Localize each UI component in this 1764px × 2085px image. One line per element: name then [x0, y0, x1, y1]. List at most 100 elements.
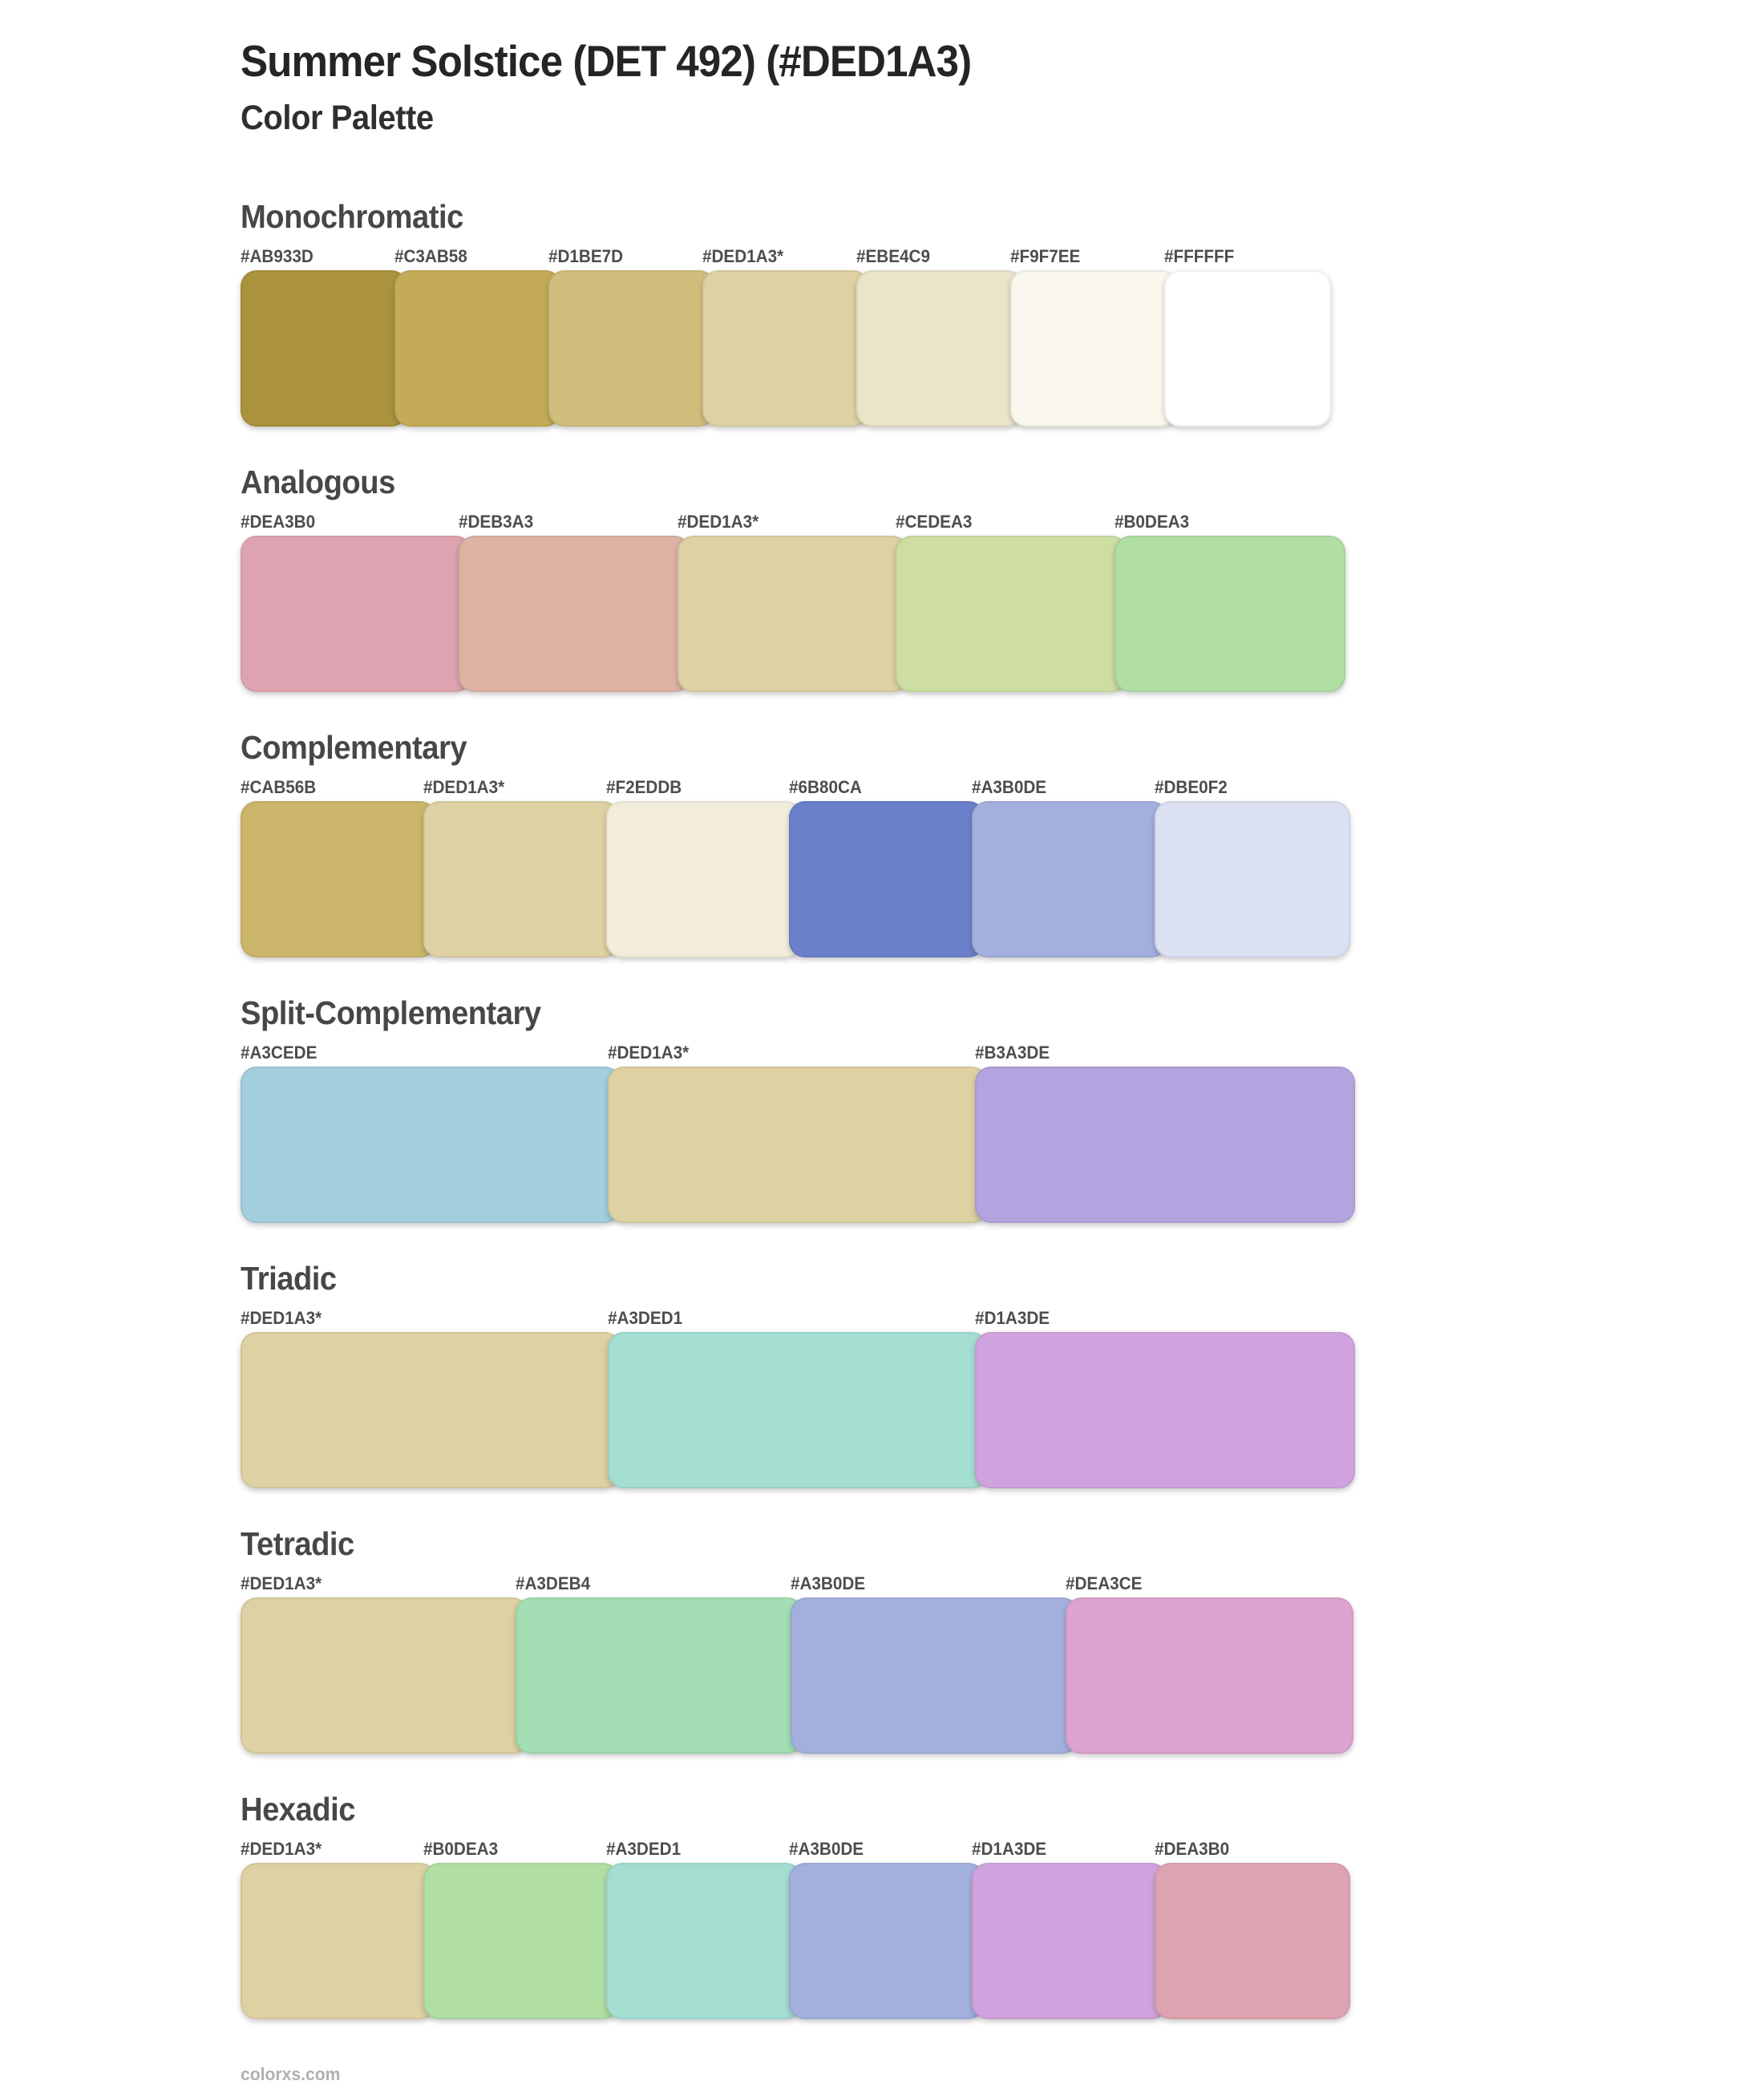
color-swatch-ded1a3[interactable]	[608, 1067, 988, 1223]
color-hex-label: #D1A3DE	[972, 1839, 1047, 1859]
color-swatch-a3b0de[interactable]	[791, 1597, 1078, 1754]
section-monochromatic: Monochromatic #AB933D #C3AB58 #D1BE7D #DED1…	[241, 198, 1491, 427]
hex-label-row: #DED1A3* #B0DEA3 #A3DED1 #A3B0DE #D1A3DE #DEA…	[241, 1840, 1350, 1859]
color-hex-label: #DED1A3*	[241, 1308, 322, 1328]
section-heading: Split-Complementary	[241, 994, 541, 1031]
color-hex-label: #A3CEDE	[241, 1042, 318, 1063]
color-swatch-a3deb4[interactable]	[516, 1597, 803, 1754]
color-swatch-ded1a3[interactable]	[677, 536, 909, 692]
color-hex-label: #AB933D	[241, 246, 314, 266]
color-swatch-ab933d[interactable]	[241, 270, 407, 427]
color-hex-label: #DBE0F2	[1155, 777, 1228, 797]
color-swatch-f2eddb[interactable]	[606, 801, 802, 957]
color-swatch-f9f7ee[interactable]	[1010, 270, 1177, 427]
swatch-row	[241, 536, 1346, 692]
footer-site-link[interactable]: colorxs.com	[241, 2064, 341, 2084]
color-hex-label: #A3DED1	[606, 1839, 682, 1859]
color-hex-label: #A3B0DE	[972, 777, 1047, 797]
section-heading: Triadic	[241, 1260, 337, 1297]
color-hex-label: #A3DED1	[608, 1308, 683, 1328]
color-swatch-ded1a3[interactable]	[241, 1597, 528, 1754]
color-hex-label: #DEA3CE	[1066, 1573, 1143, 1593]
color-hex-label: #F2EDDB	[606, 777, 682, 797]
section-complementary: Complementary #CAB56B #DED1A3* #F2EDDB #6B8…	[241, 729, 1491, 957]
color-swatch-dea3ce[interactable]	[1066, 1597, 1353, 1754]
swatch-row	[241, 1067, 1355, 1223]
color-swatch-ded1a3[interactable]	[423, 801, 619, 957]
color-hex-label: #B0DEA3	[423, 1839, 499, 1859]
color-swatch-ded1a3[interactable]	[241, 1332, 621, 1488]
color-swatch-deb3a3[interactable]	[459, 536, 690, 692]
color-swatch-b0dea3[interactable]	[423, 1863, 619, 2019]
color-hex-label: #A3DEB4	[516, 1573, 591, 1593]
page-subtitle: Color Palette	[241, 99, 434, 137]
section-heading: Analogous	[241, 464, 395, 500]
hex-label-row: #CAB56B #DED1A3* #F2EDDB #6B80CA #A3B0DE #DBE…	[241, 778, 1350, 797]
section-triadic: Triadic #DED1A3* #A3DED1 #D1A3DE	[241, 1260, 1491, 1488]
section-heading: Complementary	[241, 729, 467, 766]
color-hex-label: #FFFFFF	[1164, 246, 1235, 266]
color-hex-label: #F9F7EE	[1010, 246, 1081, 266]
color-swatch-6b80ca[interactable]	[789, 801, 985, 957]
color-swatch-ded1a3[interactable]	[241, 1863, 436, 2019]
color-swatch-dea3b0[interactable]	[1155, 1863, 1350, 2019]
color-hex-label: #CEDEA3	[896, 512, 973, 532]
color-hex-label: #DED1A3*	[608, 1042, 690, 1063]
color-swatch-b3a3de[interactable]	[975, 1067, 1355, 1223]
color-hex-label: #DED1A3*	[241, 1839, 322, 1859]
color-hex-label: #DEB3A3	[459, 512, 534, 532]
color-hex-label: #D1BE7D	[548, 246, 624, 266]
swatch-row	[241, 1332, 1355, 1488]
color-swatch-cab56b[interactable]	[241, 801, 436, 957]
color-hex-label: #C3AB58	[394, 246, 467, 266]
content-column: Summer Solstice (DET 492) (#DED1A3) Colo…	[241, 36, 1491, 2085]
color-hex-label: #DED1A3*	[423, 777, 505, 797]
section-heading: Hexadic	[241, 1791, 356, 1828]
color-swatch-a3cede[interactable]	[241, 1067, 621, 1223]
color-swatch-a3b0de[interactable]	[789, 1863, 985, 2019]
hex-label-row: #DED1A3* #A3DED1 #D1A3DE	[241, 1309, 1355, 1328]
color-swatch-a3ded1[interactable]	[606, 1863, 802, 2019]
color-swatch-dbe0f2[interactable]	[1155, 801, 1350, 957]
color-hex-label: #A3B0DE	[789, 1839, 864, 1859]
section-heading: Tetradic	[241, 1525, 354, 1562]
swatch-row	[241, 1863, 1350, 2019]
color-swatch-ffffff[interactable]	[1164, 270, 1331, 427]
color-swatch-d1a3de[interactable]	[975, 1332, 1355, 1488]
swatch-row	[241, 270, 1331, 427]
palette-sections: Monochromatic #AB933D #C3AB58 #D1BE7D #DED1…	[241, 198, 1491, 2019]
color-swatch-b0dea3[interactable]	[1114, 536, 1346, 692]
swatch-row	[241, 1597, 1353, 1754]
color-hex-label: #B3A3DE	[975, 1042, 1050, 1063]
swatch-row	[241, 801, 1350, 957]
section-split-complementary: Split-Complementary #A3CEDE #DED1A3* #B3A3…	[241, 994, 1491, 1223]
color-hex-label: #CAB56B	[241, 777, 317, 797]
color-hex-label: #DED1A3*	[677, 512, 759, 532]
color-swatch-a3ded1[interactable]	[608, 1332, 988, 1488]
color-hex-label: #A3B0DE	[791, 1573, 866, 1593]
section-heading: Monochromatic	[241, 198, 463, 235]
hex-label-row: #AB933D #C3AB58 #D1BE7D #DED1A3* #EBE4C9 #F9F…	[241, 247, 1331, 266]
page-title: Summer Solstice (DET 492) (#DED1A3)	[241, 36, 972, 86]
color-swatch-cedea3[interactable]	[896, 536, 1127, 692]
section-hexadic: Hexadic #DED1A3* #B0DEA3 #A3DED1 #A3B0DE #D1…	[241, 1791, 1491, 2019]
color-swatch-a3b0de[interactable]	[972, 801, 1167, 957]
hex-label-row: #DED1A3* #A3DEB4 #A3B0DE #DEA3CE	[241, 1574, 1353, 1593]
color-hex-label: #EBE4C9	[856, 246, 930, 266]
color-swatch-dea3b0[interactable]	[241, 536, 472, 692]
color-swatch-ebe4c9[interactable]	[856, 270, 1023, 427]
color-hex-label: #6B80CA	[789, 777, 862, 797]
color-swatch-c3ab58[interactable]	[394, 270, 561, 427]
section-tetradic: Tetradic #DED1A3* #A3DEB4 #A3B0DE #DEA3CE	[241, 1525, 1491, 1754]
color-swatch-d1be7d[interactable]	[548, 270, 715, 427]
color-hex-label: #DEA3B0	[1155, 1839, 1230, 1859]
color-swatch-ded1a3[interactable]	[702, 270, 869, 427]
color-hex-label: #B0DEA3	[1114, 512, 1189, 532]
color-hex-label: #DED1A3*	[702, 246, 784, 266]
color-hex-label: #D1A3DE	[975, 1308, 1050, 1328]
hex-label-row: #A3CEDE #DED1A3* #B3A3DE	[241, 1043, 1355, 1063]
section-analogous: Analogous #DEA3B0 #DEB3A3 #DED1A3* #CEDEA3 #…	[241, 464, 1491, 692]
color-hex-label: #DED1A3*	[241, 1573, 322, 1593]
color-swatch-d1a3de[interactable]	[972, 1863, 1167, 2019]
